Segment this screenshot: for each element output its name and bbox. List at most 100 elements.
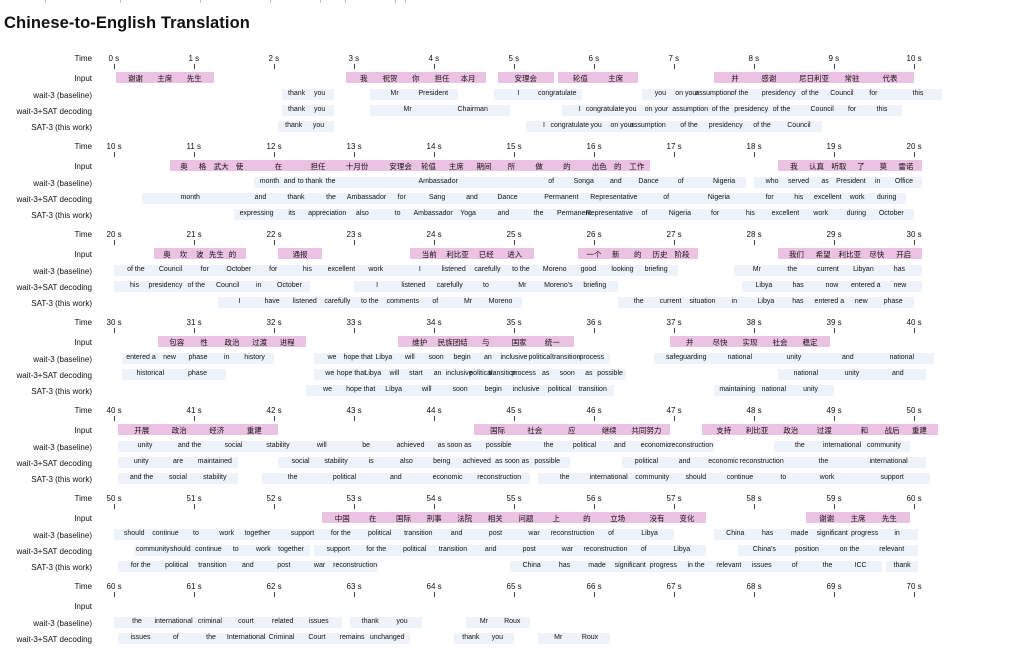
time-tick-mark: [354, 64, 355, 69]
output-token: Office: [894, 178, 913, 185]
time-tick-mark: [834, 328, 835, 333]
output-token: I: [376, 282, 379, 289]
output-token: thank: [288, 90, 306, 97]
time-tick-mark: [114, 64, 115, 69]
time-tick-label: 47 s: [666, 406, 682, 415]
input-token: 过渡: [816, 426, 832, 435]
time-tick-label: 56 s: [586, 494, 602, 503]
time-tick-mark: [914, 416, 915, 421]
output-token: unity: [137, 442, 153, 449]
output-token: I: [238, 298, 241, 305]
time-tick-mark: [274, 592, 275, 597]
output-token: Nigeria: [668, 210, 691, 217]
output-token: now: [825, 282, 839, 289]
input-token: 先生: [186, 74, 202, 83]
time-tick-mark: [194, 416, 195, 421]
input-segment: [778, 160, 922, 171]
time-tick-label: 54 s: [426, 494, 442, 503]
input-token: 新: [612, 250, 620, 259]
output-token: and: [283, 178, 296, 185]
input-token: 政治: [783, 426, 799, 435]
input-segment: [474, 424, 670, 435]
output-token: will: [421, 386, 432, 393]
output-token: you: [313, 106, 326, 113]
output-token: presidency: [734, 106, 769, 113]
output-token: excellent: [814, 194, 842, 201]
output-segment: [370, 89, 458, 100]
input-segment: [278, 248, 322, 259]
output-token: for: [200, 266, 209, 273]
time-tick-mark: [114, 416, 115, 421]
input-token: 本月: [460, 74, 476, 83]
output-token: I: [578, 106, 581, 113]
output-token: China: [522, 562, 541, 569]
time-tick-label: 3 s: [348, 54, 360, 63]
input-token: 和: [860, 426, 869, 435]
time-tick-label: 15 s: [506, 142, 522, 151]
input-token: 我: [360, 74, 368, 83]
output-token: inclusive: [445, 370, 473, 377]
input-token: 希望: [815, 250, 831, 259]
output-token: of: [791, 562, 798, 569]
row-label-sat3: SAT-3 (this work): [31, 211, 92, 220]
top-edge-mark: [45, 0, 46, 3]
input-segment: [410, 248, 534, 259]
time-tick-label: 20 s: [106, 230, 122, 239]
time-tick-mark: [674, 592, 675, 597]
output-token: history: [244, 354, 265, 361]
output-token: is: [368, 458, 374, 465]
input-segment: [322, 512, 638, 523]
output-segment: [114, 617, 342, 628]
output-segment: [282, 105, 334, 116]
time-tick-label: 60 s: [106, 582, 122, 591]
time-tick-label: 61 s: [186, 582, 202, 591]
time-tick-label: 16 s: [586, 142, 602, 151]
output-segment: [118, 473, 238, 484]
output-token: new: [163, 354, 176, 361]
time-tick-label: 30 s: [106, 318, 122, 327]
output-segment: [278, 529, 674, 540]
output-token: Chairman: [457, 106, 488, 113]
output-token: maintained: [197, 458, 232, 465]
output-token: thank: [287, 194, 305, 201]
time-tick-mark: [514, 152, 515, 157]
output-segment: [142, 193, 238, 204]
output-token: congratulate: [538, 90, 577, 97]
output-token: in: [731, 298, 738, 305]
output-segment: [354, 281, 618, 292]
output-token: has: [762, 530, 774, 537]
output-segment: [234, 209, 914, 220]
time-tick-label: 18 s: [746, 142, 762, 151]
input-token: 支持: [716, 426, 732, 435]
input-token: 我们: [788, 250, 804, 259]
output-token: will: [389, 370, 400, 377]
time-tick-mark: [434, 64, 435, 69]
output-segment: [774, 441, 910, 452]
output-token: begin: [484, 386, 502, 393]
input-segment: [170, 160, 254, 171]
input-token: 尼日利亚: [799, 74, 829, 83]
time-tick-mark: [914, 328, 915, 333]
output-token: thank: [288, 106, 306, 113]
output-token: national: [793, 370, 819, 377]
output-token: national: [761, 386, 787, 393]
input-token: 的: [614, 162, 622, 171]
output-token: congratulate: [550, 122, 590, 129]
output-segment: [738, 545, 918, 556]
output-token: and: [466, 194, 478, 201]
output-token: criminal: [197, 618, 222, 625]
output-token: progress: [649, 562, 677, 569]
output-token: unity: [803, 386, 818, 393]
output-token: an: [433, 370, 442, 377]
input-segment: [670, 336, 830, 347]
input-token: 政治: [171, 426, 187, 435]
input-token: 武大: [213, 162, 229, 171]
output-token: maintaining: [719, 386, 756, 393]
output-token: soon: [452, 386, 468, 393]
input-token: 利比亚: [446, 250, 469, 259]
output-token: the: [325, 178, 336, 185]
output-segment: [622, 457, 786, 468]
time-tick-mark: [274, 64, 275, 69]
output-segment: [114, 281, 310, 292]
top-edge-mark: [395, 0, 396, 3]
